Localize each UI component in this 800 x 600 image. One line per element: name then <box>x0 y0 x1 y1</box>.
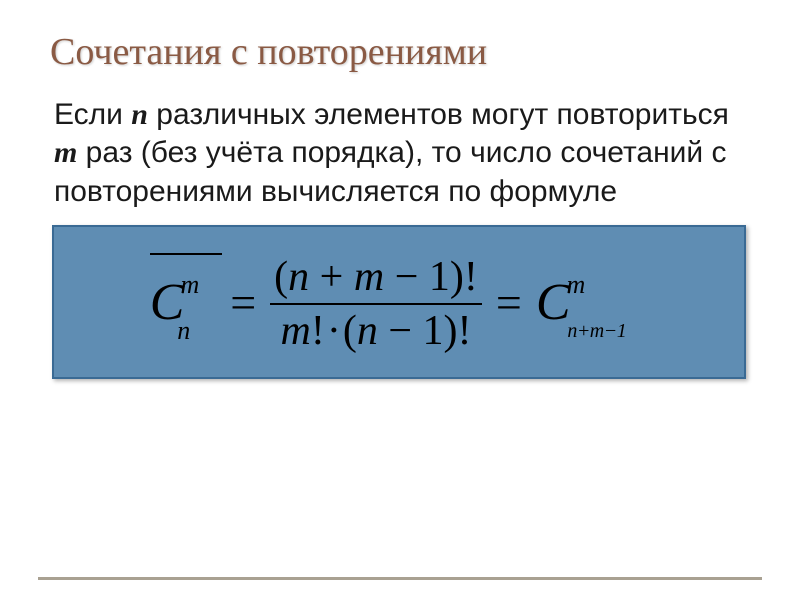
body-text: Если n различных элементов могут повтори… <box>50 96 750 211</box>
formula-box: Cmn = (n + m − 1)! m!·(n − 1)! = Cmn+m−1 <box>52 225 746 379</box>
formula-dot: · <box>327 308 341 354</box>
formula-sup-m-left: m <box>180 270 199 299</box>
slide-title: Сочетания с повторениями <box>50 30 750 74</box>
formula-sub-n-left: n <box>177 316 190 345</box>
formula-eq2: = <box>496 276 522 329</box>
var-m: m <box>54 136 77 169</box>
formula: Cmn = (n + m − 1)! m!·(n − 1)! = Cmn+m−1 <box>132 252 667 353</box>
formula-C-right: C <box>536 274 571 331</box>
body-text-p3: раз (без учёта порядка), то число сочета… <box>54 136 727 207</box>
formula-fraction: (n + m − 1)! m!·(n − 1)! <box>270 254 482 355</box>
formula-sub-nm1: n+m−1 <box>567 320 626 342</box>
fraction-bar-icon <box>270 303 482 306</box>
formula-cbar-left: Cmn <box>150 273 216 332</box>
formula-denominator: m!·(n − 1)! <box>277 308 476 354</box>
body-text-p2: различных элементов могут повториться <box>148 98 729 131</box>
var-n: n <box>131 98 148 131</box>
slide: Сочетания с повторениями Если n различны… <box>0 0 800 600</box>
body-text-p1: Если <box>54 98 131 131</box>
footer-divider <box>38 577 762 580</box>
formula-eq1: = <box>230 276 256 329</box>
overline-icon <box>150 253 222 256</box>
formula-c-right: Cmn+m−1 <box>536 273 648 332</box>
formula-sup-m-right: m <box>567 270 586 299</box>
formula-numerator: (n + m − 1)! <box>270 254 482 300</box>
